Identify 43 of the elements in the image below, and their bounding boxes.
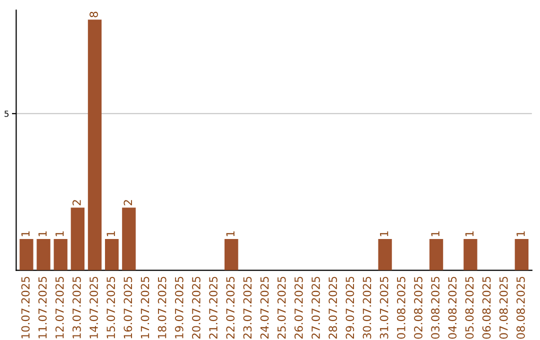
data-label: 1 <box>465 231 474 236</box>
data-label: 1 <box>380 231 388 236</box>
x-tick-label: 25.07.2025 <box>277 276 286 339</box>
x-tick-label: 23.07.2025 <box>243 276 252 339</box>
x-tick-label: 31.07.2025 <box>380 276 388 339</box>
x-tick-label: 13.07.2025 <box>72 276 81 338</box>
data-label: 2 <box>124 200 132 206</box>
x-tick-label: 17.07.2025 <box>140 276 150 338</box>
x-tick-label: 22.07.2025 <box>226 276 235 339</box>
x-tick-label: 08.08.2025 <box>516 276 525 339</box>
x-tick-label: 20.07.2025 <box>192 276 200 339</box>
y-tick-label: 5 <box>4 110 9 117</box>
x-tick-label: 04.08.2025 <box>448 276 457 339</box>
x-tick-label: 06.08.2025 <box>482 276 491 339</box>
data-label: 8 <box>90 12 98 18</box>
data-label: 1 <box>38 231 47 236</box>
data-label: 1 <box>106 231 115 236</box>
x-tick-label: 28.07.2025 <box>328 276 338 339</box>
data-label: 1 <box>516 231 525 236</box>
x-tick-label: 05.08.2025 <box>465 276 474 339</box>
x-tick-label: 03.08.2025 <box>431 276 440 339</box>
x-tick-label: 30.07.2025 <box>362 276 372 339</box>
x-tick-label: 29.07.2025 <box>346 276 354 339</box>
x-tick-label: 21.07.2025 <box>209 276 218 339</box>
x-tick-label: 19.07.2025 <box>174 276 184 338</box>
data-label: 1 <box>226 231 234 236</box>
x-tick-label: 14.07.2025 <box>90 276 98 338</box>
x-tick-label: 11.07.2025 <box>38 276 47 338</box>
x-tick-label: 02.08.2025 <box>414 276 422 339</box>
x-tick-label: 15.07.2025 <box>106 276 116 338</box>
x-tick-label: 12.07.2025 <box>55 276 64 338</box>
data-label: 2 <box>72 200 81 206</box>
data-label: 1 <box>56 231 64 236</box>
data-label: 1 <box>21 231 30 236</box>
x-tick-label: 26.07.2025 <box>294 276 303 339</box>
x-tick-label: 24.07.2025 <box>260 276 269 339</box>
x-tick-label: 18.07.2025 <box>158 276 166 338</box>
x-tick-label: 27.07.2025 <box>312 276 320 339</box>
x-tick-label: 10.07.2025 <box>21 276 30 338</box>
x-tick-label: 01.08.2025 <box>396 276 406 339</box>
data-label: 1 <box>431 231 440 236</box>
x-tick-label: 07.08.2025 <box>499 276 508 339</box>
x-tick-label: 16.07.2025 <box>124 276 132 338</box>
